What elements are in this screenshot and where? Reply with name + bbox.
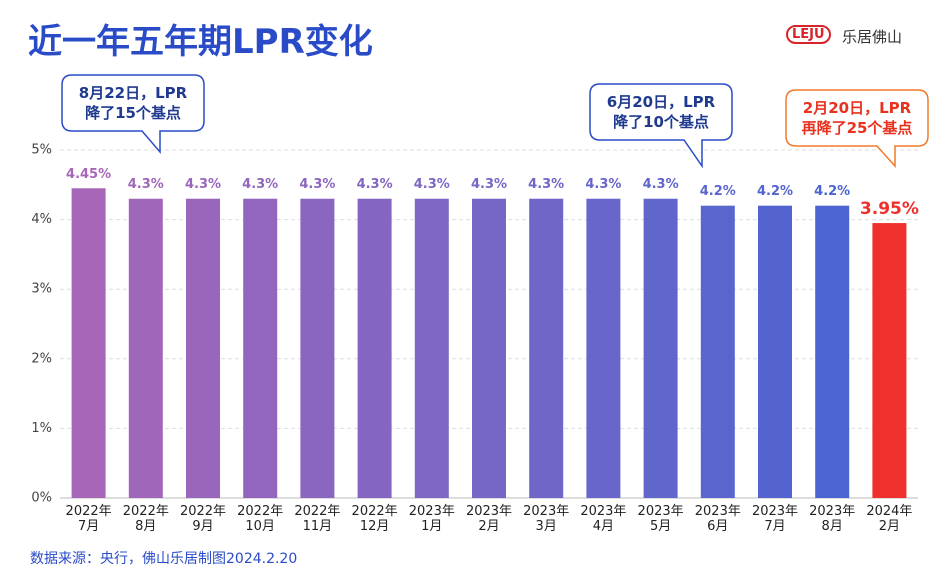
x-tick-label: 2023年 4月 [580, 504, 627, 534]
bar [357, 198, 392, 498]
bar [700, 205, 735, 498]
value-label: 4.3% [185, 177, 221, 192]
value-label: 4.3% [242, 177, 278, 192]
bar [872, 223, 907, 498]
value-label: 4.3% [585, 177, 621, 192]
x-tick-label: 2023年 7月 [751, 504, 799, 534]
value-label: 4.2% [814, 184, 850, 199]
callout-bubble [785, 89, 929, 168]
bar [128, 198, 163, 498]
x-tick-label: 2022年 7月 [65, 504, 112, 534]
brand: 乐居佛山 [842, 28, 903, 46]
x-tick-label: 2022年 11月 [294, 504, 341, 534]
bar [529, 198, 564, 498]
y-tick-label: 1% [31, 421, 52, 436]
chart-title: 近一年五年期LPR变化 [28, 22, 373, 62]
value-label: 4.3% [299, 177, 335, 192]
y-tick-label: 2% [31, 351, 52, 366]
bar [414, 198, 449, 498]
value-label: 3.95% [860, 199, 919, 219]
bar [71, 188, 106, 498]
value-label: 4.3% [357, 177, 393, 192]
callout-text: 2月20日，LPR 再降了25个基点 [801, 99, 913, 137]
x-tick-label: 2023年 3月 [523, 504, 570, 534]
y-tick-label: 3% [31, 282, 52, 297]
x-tick-label: 2024年 2月 [866, 504, 913, 534]
x-tick-label: 2023年 1月 [408, 504, 455, 534]
x-tick-label: 2022年 10月 [237, 504, 284, 534]
bar [586, 198, 621, 498]
bar [186, 198, 220, 498]
y-tick-label: 5% [31, 143, 52, 158]
x-tick-label: 2023年 6月 [694, 504, 741, 534]
callout-bubble [61, 74, 205, 155]
x-tick-label: 2023年 2月 [465, 504, 513, 534]
x-tick-label: 2022年 12月 [351, 504, 398, 534]
callout-text: 8月22日，LPR 降了15个基点 [78, 84, 188, 122]
value-label: 4.2% [700, 184, 736, 199]
value-label: 4.3% [528, 177, 564, 192]
x-tick-label: 2023年 5月 [637, 504, 684, 534]
x-tick-label: 2022年 9月 [179, 504, 227, 534]
bar [758, 205, 792, 498]
y-tick-label: 4% [31, 212, 52, 227]
value-label: 4.3% [414, 177, 450, 192]
callout-text: 6月20日，LPR 降了10个基点 [606, 93, 716, 131]
value-label: 4.3% [643, 177, 679, 192]
bar [243, 198, 278, 498]
value-label: 4.3% [128, 177, 164, 192]
value-label: 4.2% [757, 184, 793, 199]
callout-bubble [589, 83, 733, 169]
bar [643, 198, 678, 498]
x-tick-label: 2022年 8月 [122, 504, 169, 534]
x-tick-label: 2023年 8月 [809, 504, 856, 534]
y-tick-label: 0% [31, 491, 52, 506]
bar [300, 198, 335, 498]
bar [815, 205, 850, 498]
bar [472, 198, 506, 498]
source-note: 数据来源：央行，佛山乐居制图2024.2.20 [30, 551, 298, 567]
brand-mark: LEJU [786, 25, 831, 44]
value-label: 4.45% [66, 167, 111, 182]
value-label: 4.3% [471, 177, 507, 192]
